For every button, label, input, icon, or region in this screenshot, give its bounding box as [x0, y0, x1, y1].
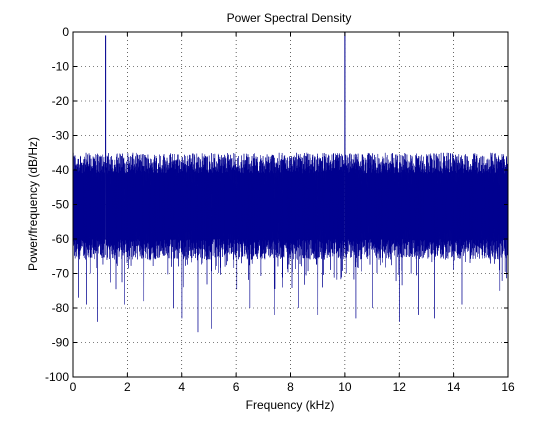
- y-tick-label: -50: [52, 198, 70, 212]
- x-axis: 0 2 4 6 8 10 12 14 16: [70, 32, 515, 394]
- y-tick-label: -80: [52, 301, 70, 315]
- y-tick-label: 0: [62, 25, 69, 39]
- y-tick-label: -100: [45, 370, 69, 384]
- y-tick-label: -40: [52, 163, 70, 177]
- x-tick-label: 0: [70, 380, 77, 394]
- y-tick-label: -20: [52, 94, 70, 108]
- y-tick-label: -70: [52, 267, 70, 281]
- x-tick-label: 10: [338, 380, 352, 394]
- x-tick-label: 12: [393, 380, 407, 394]
- series-psd: [72, 31, 509, 333]
- chart-title: Power Spectral Density: [227, 11, 352, 25]
- y-tick-label: -30: [52, 129, 70, 143]
- psd-line: [72, 31, 509, 333]
- y-tick-label: -60: [52, 232, 70, 246]
- x-tick-label: 14: [447, 380, 461, 394]
- x-tick-label: 8: [287, 380, 294, 394]
- x-tick-label: 4: [178, 380, 185, 394]
- x-tick-label: 16: [501, 380, 515, 394]
- y-tick-label: -90: [52, 336, 70, 350]
- x-tick-label: 2: [124, 380, 131, 394]
- x-axis-label: Frequency (kHz): [246, 398, 335, 412]
- y-axis: 0 -10 -20 -30 -40 -50 -60 -70 -80 -90 -100: [45, 25, 508, 384]
- y-tick-label: -10: [52, 60, 70, 74]
- x-tick-label: 6: [233, 380, 240, 394]
- y-axis-label: Power/frequency (dB/Hz): [26, 137, 40, 271]
